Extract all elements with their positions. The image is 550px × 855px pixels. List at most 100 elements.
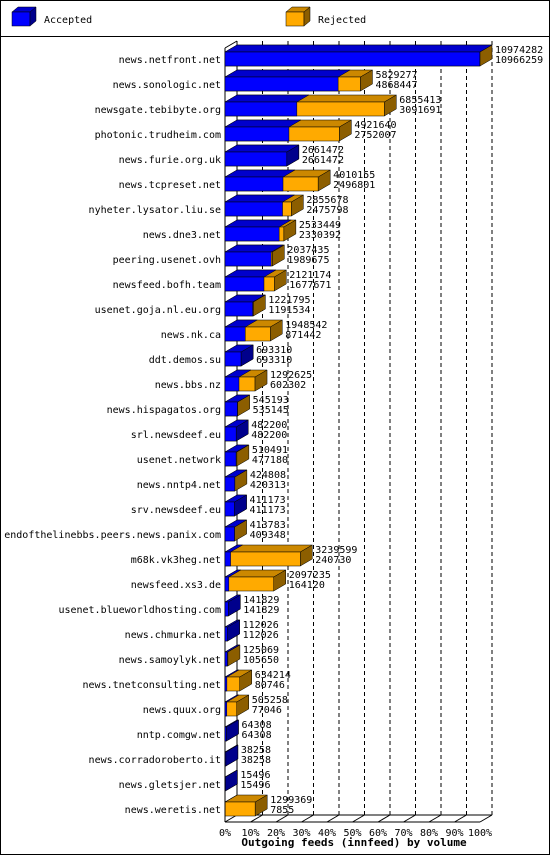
legend-swatch	[11, 6, 37, 27]
value-label: 3239599	[315, 545, 357, 556]
value-label: 413783	[250, 520, 286, 531]
value-label: 15496	[240, 780, 270, 791]
value-label: 411173	[250, 505, 286, 516]
bar	[224, 244, 285, 267]
value-label: 125069	[243, 645, 279, 656]
bar	[224, 694, 240, 717]
bar-front	[224, 576, 230, 592]
bar	[224, 419, 250, 442]
bar-front	[224, 551, 301, 567]
category-label: usenet.blueworldhosting.com	[58, 605, 221, 616]
bar	[224, 144, 300, 167]
category-label: news.weretis.net	[125, 805, 221, 816]
category-label: news.quux.org	[143, 705, 221, 716]
category-label: newsfeed.xs3.de	[131, 580, 221, 591]
category-label: news.corradoroberto.it	[89, 755, 221, 766]
x-tick-label: 100%	[468, 828, 492, 839]
value-label: 38258	[241, 755, 271, 766]
category-label: usenet.network	[137, 455, 221, 466]
bar-side	[239, 669, 252, 692]
bar	[224, 794, 239, 817]
bar-front	[224, 126, 290, 142]
axis-line	[224, 40, 238, 49]
bar-front	[224, 576, 274, 592]
bar-front	[224, 676, 228, 692]
value-label: 2533449	[299, 220, 341, 231]
value-label: 15496	[240, 770, 270, 781]
bar	[224, 744, 239, 767]
value-label: 411173	[250, 495, 286, 506]
category-label: news.hispagatos.org	[107, 405, 221, 416]
x-tick-label: 10%	[241, 828, 259, 839]
category-label: news.tcpreset.net	[119, 180, 221, 191]
category-label: news.nk.ca	[161, 330, 221, 341]
category-label: m68k.vk3heg.net	[131, 555, 221, 566]
value-label: 510491	[252, 445, 288, 456]
bar-side	[283, 219, 297, 242]
bar-top	[224, 69, 352, 78]
value-label: 2661472	[302, 145, 344, 156]
bar-side	[226, 719, 239, 742]
value-label: 505258	[252, 695, 288, 706]
bar-side	[273, 569, 286, 592]
bar-front	[224, 51, 481, 67]
value-label: 1221795	[268, 295, 310, 306]
bar-top	[224, 169, 296, 178]
bar	[224, 569, 287, 592]
value-label: 64308	[241, 730, 271, 741]
value-label: 64308	[241, 720, 271, 731]
bar-top	[224, 194, 296, 203]
value-label: 10974282	[495, 45, 543, 56]
value-label: 424808	[250, 470, 286, 481]
category-label: news.sonologic.net	[113, 80, 221, 91]
bar-front	[224, 526, 235, 542]
bar	[224, 394, 251, 417]
value-label: 6855413	[399, 95, 441, 106]
tick-mark	[275, 814, 289, 823]
category-label: news.samoylyk.net	[119, 655, 221, 666]
bar-side	[234, 494, 247, 517]
bar-top	[224, 219, 293, 228]
value-label: 1191534	[268, 305, 310, 316]
legend-swatch-side	[29, 6, 37, 27]
x-tick-label: 60%	[369, 828, 387, 839]
category-label: usenet.goja.nl.eu.org	[95, 305, 221, 316]
bar-front	[224, 801, 256, 817]
bar	[224, 619, 241, 642]
value-label: 1299369	[270, 795, 312, 806]
bar	[224, 219, 293, 242]
bar-front	[224, 426, 237, 442]
value-label: 420313	[250, 480, 286, 491]
bar	[224, 94, 310, 117]
value-label: 2097235	[289, 570, 331, 581]
value-label: 2330392	[299, 230, 341, 241]
category-label: ddt.demos.su	[149, 355, 221, 366]
bar	[224, 644, 241, 667]
bar-side	[253, 294, 266, 317]
legend-label: Accepted	[44, 15, 92, 26]
category-label: news.furie.org.uk	[119, 155, 221, 166]
value-label: 80746	[255, 680, 285, 691]
bar-side	[228, 594, 241, 617]
legend-swatch-side	[303, 6, 311, 27]
value-label: 105650	[243, 655, 279, 666]
bar-side	[236, 444, 250, 467]
value-label: 141829	[243, 605, 279, 616]
bar	[224, 169, 296, 192]
bar-side	[339, 119, 352, 142]
category-label: nntp.comgw.net	[137, 730, 221, 741]
category-label: newsfeed.bofh.team	[113, 280, 221, 291]
bar	[224, 669, 240, 692]
legend-swatch	[285, 6, 311, 27]
bar	[224, 494, 248, 517]
bar-side	[254, 794, 268, 817]
chart-title: Outgoing feeds (innfeed) by volume	[241, 836, 467, 849]
x-tick-label: 20%	[267, 828, 285, 839]
category-label: newsgate.tebibyte.org	[95, 105, 221, 116]
bar-side	[317, 169, 331, 192]
value-label: 2475798	[306, 205, 348, 216]
bar-top	[224, 44, 493, 53]
bar-front	[224, 701, 228, 717]
bar	[224, 594, 242, 617]
value-label: 1989675	[287, 255, 329, 266]
